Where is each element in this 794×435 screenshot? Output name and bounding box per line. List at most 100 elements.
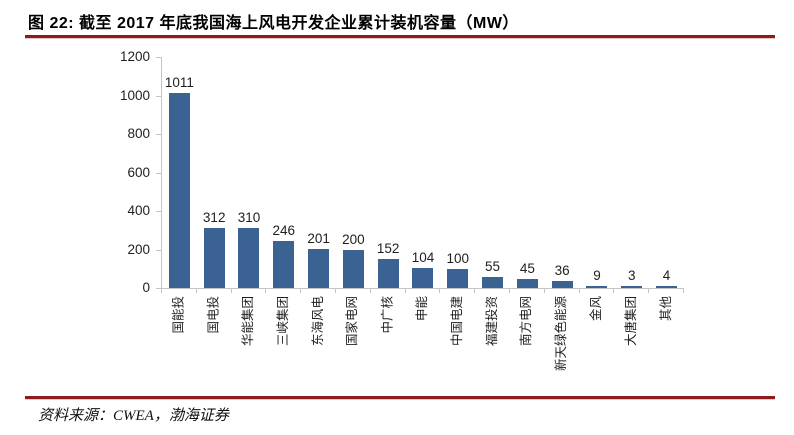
bar-cell: 312	[197, 57, 232, 288]
bar-value-label: 9	[593, 268, 601, 283]
y-axis-tick-mark	[156, 57, 161, 58]
bar-中国电建	[447, 268, 469, 288]
x-axis-tick-mark	[300, 289, 302, 293]
bar-value-label: 152	[376, 240, 400, 256]
bar-国能投	[168, 93, 190, 288]
x-label-cell: 华能集团	[231, 294, 266, 394]
x-label-cell: 中广核	[370, 294, 405, 394]
plot-area: 1011 312 310 246 201 200 152 104 100 55 45 36 9 3 4	[161, 57, 684, 289]
bar-cell: 4	[649, 57, 684, 288]
x-axis-label: 福建投资	[484, 296, 499, 347]
x-axis-tick-mark	[439, 289, 441, 293]
x-axis-label: 东海风电	[310, 296, 325, 347]
bar-cell: 201	[301, 57, 336, 288]
bar-东海风电	[308, 249, 330, 288]
title-divider-rule	[25, 35, 775, 39]
x-axis-tick-mark	[543, 289, 545, 293]
bar-其他	[656, 286, 678, 288]
bar-cell: 9	[580, 57, 615, 288]
x-axis-tick-mark	[474, 289, 476, 293]
y-axis-tick-mark	[156, 211, 161, 212]
bar-国电投	[203, 227, 225, 288]
bar-cell: 152	[371, 57, 406, 288]
bar-value-label: 201	[307, 231, 330, 247]
x-axis-tick-mark	[613, 289, 615, 293]
x-axis-tick-mark	[369, 289, 371, 293]
x-axis-tick-mark	[648, 289, 650, 293]
bar-value-label: 310	[237, 210, 261, 226]
x-label-cell: 福建投资	[474, 294, 509, 394]
bar-cell: 310	[232, 57, 267, 288]
bar-华能集团	[238, 228, 260, 288]
bar-cell: 104	[406, 57, 441, 288]
x-axis-tick-mark	[335, 289, 336, 293]
x-axis-label: 金风	[588, 296, 603, 322]
x-label-cell: 申能	[405, 294, 440, 394]
x-label-cell: 东海风电	[300, 294, 335, 394]
bar-国家电网	[342, 249, 364, 288]
y-axis-tick-mark	[156, 288, 161, 289]
bar-cell: 45	[510, 57, 545, 288]
y-axis-tick-mark	[156, 95, 161, 97]
bar-cell: 100	[440, 57, 475, 288]
x-axis-label: 国家电网	[345, 296, 360, 347]
x-label-cell: 南方电网	[509, 294, 544, 394]
x-axis-label: 国能投	[171, 296, 186, 334]
x-axis-tick-mark	[161, 289, 162, 293]
source-text: 资料来源：CWEA，渤海证券	[38, 408, 229, 424]
x-axis-tick-mark	[195, 289, 197, 293]
bar-cell: 3	[614, 57, 649, 288]
bar-cell: 246	[266, 57, 301, 288]
x-axis-tick-mark	[230, 289, 232, 293]
bar-大唐集团	[621, 286, 643, 288]
x-axis-label: 三峡集团	[275, 296, 290, 347]
bars-container: 1011 312 310 246 201 200 152 104 100 55 45 36 9 3 4	[162, 57, 684, 288]
bar-申能	[412, 267, 434, 288]
bar-cell: 36	[545, 57, 580, 288]
bar-value-label: 4	[662, 268, 671, 283]
bar-cell: 1011	[162, 57, 197, 288]
x-label-cell: 其他	[648, 294, 683, 394]
bar-value-label: 55	[485, 259, 501, 275]
x-axis-label: 南方电网	[519, 296, 534, 347]
bar-value-label: 1011	[164, 75, 194, 91]
x-axis-tick-mark	[578, 289, 580, 293]
x-axis-label: 华能集团	[241, 296, 255, 347]
y-axis-tick-label: 600	[127, 164, 150, 180]
bar-福建投资	[482, 277, 504, 288]
y-axis-tick-label: 400	[127, 203, 150, 218]
bar-南方电网	[516, 279, 538, 288]
x-axis-label: 大唐集团	[623, 296, 638, 347]
source-divider-rule	[25, 396, 775, 400]
y-axis-tick-label: 1200	[119, 49, 150, 64]
x-axis-tick-mark	[683, 289, 684, 293]
x-label-cell: 三峡集团	[265, 294, 300, 394]
y-axis-tick-label: 1000	[119, 87, 150, 103]
x-axis-label: 国电投	[206, 296, 221, 334]
x-axis-label: 中国电建	[449, 296, 464, 347]
y-axis-tick-label: 200	[127, 241, 150, 257]
bar-cell: 200	[336, 57, 371, 288]
y-axis-tick-mark	[156, 134, 161, 135]
x-label-cell: 金风	[579, 294, 614, 394]
x-axis-label: 申能	[414, 296, 429, 322]
y-axis-tick-mark	[156, 172, 161, 174]
x-axis-tick-mark	[509, 289, 510, 293]
x-label-cell: 国能投	[161, 294, 196, 394]
bar-value-label: 100	[446, 250, 470, 266]
x-axis-label: 其他	[658, 296, 673, 322]
bar-金风	[586, 286, 608, 288]
bar-value-label: 104	[411, 249, 435, 265]
x-axis-label: 新天绿色能源	[554, 296, 569, 372]
bar-cell: 55	[475, 57, 510, 288]
y-axis-tick-mark	[156, 249, 161, 251]
y-axis-tick-label: 800	[127, 126, 150, 141]
bar-value-label: 200	[342, 231, 365, 247]
y-axis-tick-label: 0	[142, 280, 150, 295]
bar-value-label: 312	[202, 209, 226, 225]
bar-value-label: 45	[519, 261, 535, 277]
x-axis-label: 中广核	[380, 296, 395, 334]
bar-新天绿色能源	[551, 281, 573, 288]
bar-三峡集团	[273, 240, 295, 288]
